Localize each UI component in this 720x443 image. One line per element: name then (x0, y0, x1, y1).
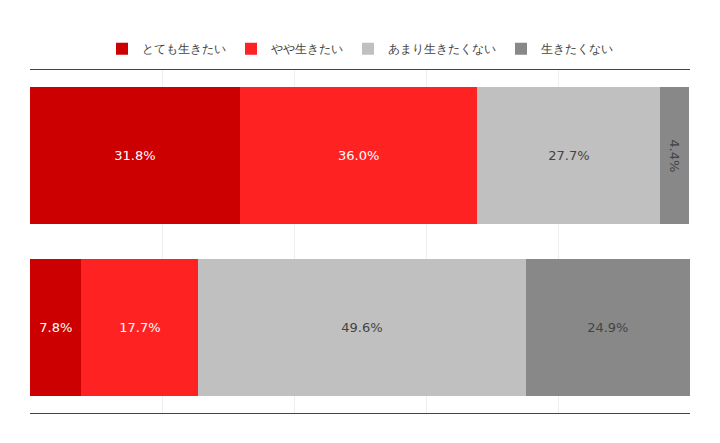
svg-text:7.8%: 7.8% (39, 320, 72, 335)
svg-text:31.8%: 31.8% (114, 148, 155, 163)
svg-text:24.9%: 24.9% (587, 320, 628, 335)
svg-text:49.6%: 49.6% (341, 320, 382, 335)
svg-text:とても生きたい: とても生きたい (142, 42, 226, 56)
svg-text:17.7%: 17.7% (119, 320, 160, 335)
svg-text:あまり生きたくない: あまり生きたくない (388, 42, 496, 56)
svg-text:36.0%: 36.0% (338, 148, 379, 163)
svg-text:27.7%: 27.7% (548, 148, 589, 163)
svg-text:生きたくない: 生きたくない (541, 42, 613, 56)
svg-text:やや生きたい: やや生きたい (271, 42, 343, 56)
svg-text:4.4%: 4.4% (667, 139, 682, 172)
